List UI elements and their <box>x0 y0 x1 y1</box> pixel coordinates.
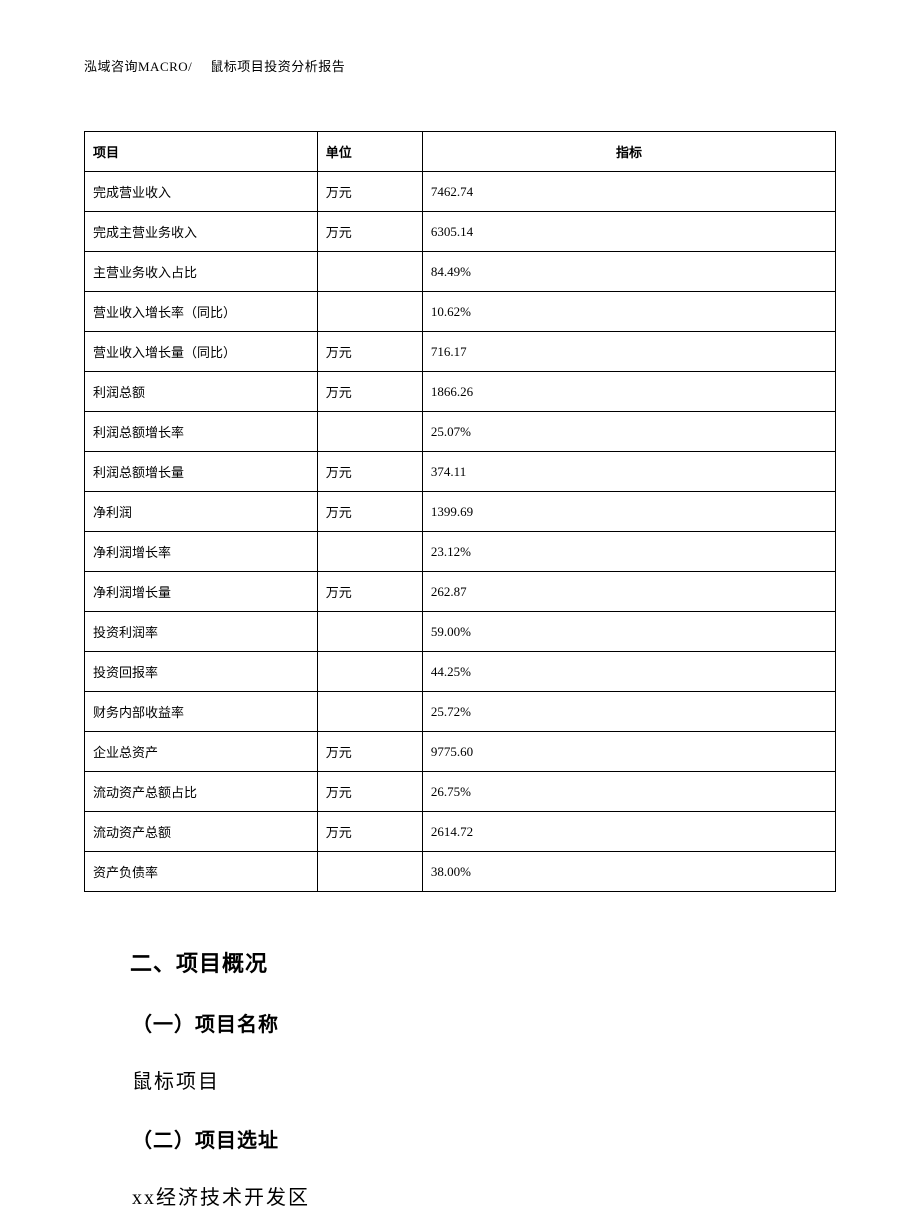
cell-value: 2614.72 <box>422 812 835 852</box>
subsection-heading-name: （一）项目名称 <box>132 1008 836 1037</box>
cell-value: 23.12% <box>422 532 835 572</box>
table-row: 完成主营业务收入万元6305.14 <box>85 212 836 252</box>
cell-value: 9775.60 <box>422 732 835 772</box>
table-row: 利润总额万元1866.26 <box>85 372 836 412</box>
table-row: 企业总资产万元9775.60 <box>85 732 836 772</box>
cell-unit <box>317 852 422 892</box>
table-row: 流动资产总额占比万元26.75% <box>85 772 836 812</box>
page-header: 泓域咨询MACRO/鼠标项目投资分析报告 <box>84 56 836 75</box>
cell-value: 26.75% <box>422 772 835 812</box>
cell-unit <box>317 692 422 732</box>
cell-value: 25.72% <box>422 692 835 732</box>
cell-item: 投资利润率 <box>85 612 318 652</box>
table-row: 完成营业收入万元7462.74 <box>85 172 836 212</box>
cell-value: 7462.74 <box>422 172 835 212</box>
cell-item: 净利润增长量 <box>85 572 318 612</box>
cell-value: 262.87 <box>422 572 835 612</box>
header-doc-title: 鼠标项目投资分析报告 <box>210 59 345 74</box>
cell-item: 利润总额增长量 <box>85 452 318 492</box>
cell-value: 374.11 <box>422 452 835 492</box>
cell-item: 财务内部收益率 <box>85 692 318 732</box>
cell-item: 流动资产总额 <box>85 812 318 852</box>
col-header-item: 项目 <box>85 132 318 172</box>
table-body: 完成营业收入万元7462.74 完成主营业务收入万元6305.14 主营业务收入… <box>85 172 836 892</box>
cell-unit <box>317 252 422 292</box>
cell-unit: 万元 <box>317 812 422 852</box>
cell-value: 1399.69 <box>422 492 835 532</box>
cell-value: 44.25% <box>422 652 835 692</box>
table-row: 净利润增长量万元262.87 <box>85 572 836 612</box>
table-row: 投资利润率 59.00% <box>85 612 836 652</box>
table-row: 财务内部收益率 25.72% <box>85 692 836 732</box>
cell-unit: 万元 <box>317 572 422 612</box>
cell-item: 利润总额 <box>85 372 318 412</box>
table-row: 资产负债率 38.00% <box>85 852 836 892</box>
cell-item: 净利润增长率 <box>85 532 318 572</box>
cell-unit <box>317 412 422 452</box>
cell-value: 716.17 <box>422 332 835 372</box>
cell-value: 38.00% <box>422 852 835 892</box>
subsection-heading-location: （二）项目选址 <box>132 1124 836 1153</box>
cell-unit: 万元 <box>317 212 422 252</box>
cell-value: 1866.26 <box>422 372 835 412</box>
table-header-row: 项目 单位 指标 <box>85 132 836 172</box>
cell-item: 利润总额增长率 <box>85 412 318 452</box>
cell-unit: 万元 <box>317 172 422 212</box>
cell-unit <box>317 532 422 572</box>
cell-value: 59.00% <box>422 612 835 652</box>
cell-item: 净利润 <box>85 492 318 532</box>
header-company: 泓域咨询MACRO/ <box>84 59 192 74</box>
cell-item: 营业收入增长率（同比） <box>85 292 318 332</box>
financial-metrics-table: 项目 单位 指标 完成营业收入万元7462.74 完成主营业务收入万元6305.… <box>84 131 836 892</box>
cell-unit <box>317 292 422 332</box>
cell-unit: 万元 <box>317 732 422 772</box>
cell-item: 企业总资产 <box>85 732 318 772</box>
table-row: 利润总额增长量万元374.11 <box>85 452 836 492</box>
cell-unit: 万元 <box>317 492 422 532</box>
table-row: 净利润万元1399.69 <box>85 492 836 532</box>
table-row: 投资回报率 44.25% <box>85 652 836 692</box>
cell-item: 完成主营业务收入 <box>85 212 318 252</box>
table-row: 流动资产总额万元2614.72 <box>85 812 836 852</box>
table-row: 利润总额增长率 25.07% <box>85 412 836 452</box>
cell-value: 6305.14 <box>422 212 835 252</box>
cell-item: 完成营业收入 <box>85 172 318 212</box>
cell-item: 投资回报率 <box>85 652 318 692</box>
cell-unit <box>317 652 422 692</box>
table-row: 主营业务收入占比 84.49% <box>85 252 836 292</box>
col-header-unit: 单位 <box>317 132 422 172</box>
section-heading-overview: 二、项目概况 <box>130 946 836 978</box>
project-name-text: 鼠标项目 <box>132 1065 836 1094</box>
cell-unit: 万元 <box>317 332 422 372</box>
table-row: 营业收入增长率（同比） 10.62% <box>85 292 836 332</box>
cell-item: 营业收入增长量（同比） <box>85 332 318 372</box>
cell-value: 84.49% <box>422 252 835 292</box>
cell-item: 主营业务收入占比 <box>85 252 318 292</box>
cell-item: 流动资产总额占比 <box>85 772 318 812</box>
table-row: 营业收入增长量（同比）万元716.17 <box>85 332 836 372</box>
cell-unit <box>317 612 422 652</box>
cell-unit: 万元 <box>317 372 422 412</box>
cell-value: 10.62% <box>422 292 835 332</box>
col-header-value: 指标 <box>422 132 835 172</box>
cell-unit: 万元 <box>317 452 422 492</box>
project-location-text: xx经济技术开发区 <box>132 1181 836 1210</box>
table-row: 净利润增长率 23.12% <box>85 532 836 572</box>
cell-unit: 万元 <box>317 772 422 812</box>
cell-item: 资产负债率 <box>85 852 318 892</box>
cell-value: 25.07% <box>422 412 835 452</box>
